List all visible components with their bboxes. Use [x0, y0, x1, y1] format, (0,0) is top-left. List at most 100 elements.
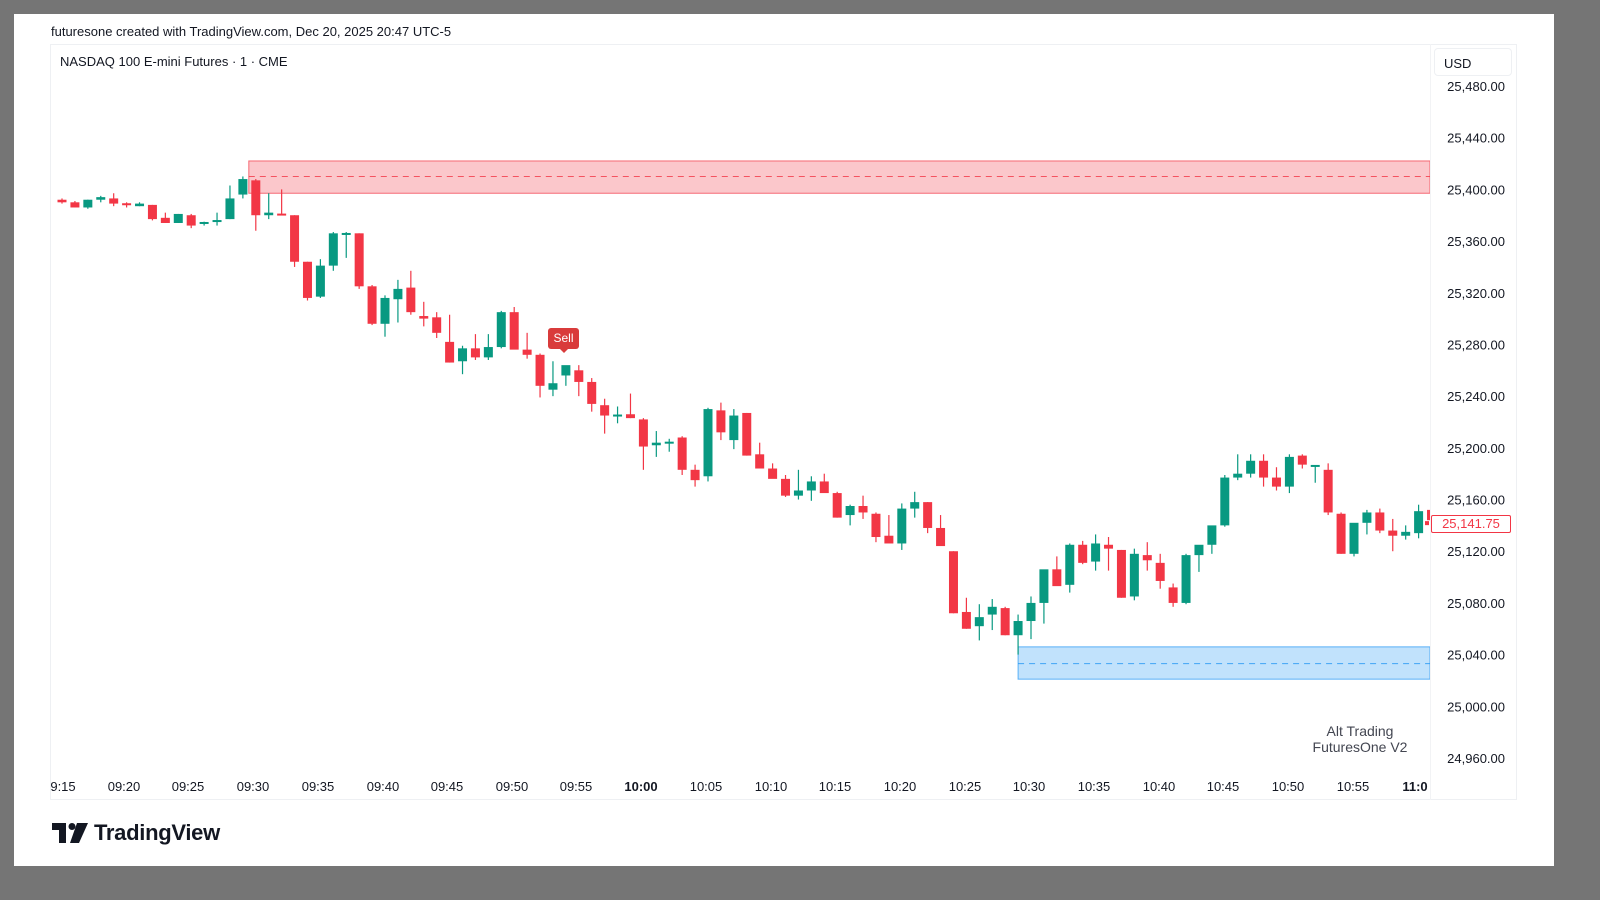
candle	[1310, 464, 1320, 483]
candle	[651, 431, 661, 457]
candle	[1065, 543, 1075, 593]
candle	[1427, 509, 1430, 521]
time-tick-label: 11:0	[1402, 779, 1427, 794]
candle	[470, 334, 480, 360]
candle	[819, 473, 829, 494]
candle	[1362, 509, 1372, 535]
time-tick-label: 10:50	[1272, 779, 1305, 794]
candle	[1168, 583, 1178, 607]
candle	[974, 604, 984, 641]
candle	[548, 361, 558, 397]
currency-selector[interactable]: USD	[1434, 48, 1512, 76]
demand-zone[interactable]	[1017, 646, 1430, 680]
candle	[496, 310, 506, 349]
candle	[225, 185, 235, 220]
candle	[458, 345, 468, 375]
candle	[768, 463, 778, 479]
price-tick-label: 25,320.00	[1447, 286, 1505, 301]
time-tick-label: 09:35	[302, 779, 335, 794]
candle	[302, 261, 312, 301]
candle	[1336, 512, 1346, 554]
candle	[755, 442, 765, 469]
price-tick-label: 25,400.00	[1447, 182, 1505, 197]
candle	[186, 213, 196, 229]
snapshot-caption: futuresone created with TradingView.com,…	[51, 24, 452, 39]
price-tick-label: 25,240.00	[1447, 389, 1505, 404]
candle	[251, 179, 261, 231]
price-tick-label: 25,480.00	[1447, 79, 1505, 94]
price-tick-label: 25,120.00	[1447, 544, 1505, 559]
candle	[70, 201, 80, 208]
price-tick-label: 25,280.00	[1447, 337, 1505, 352]
time-axis[interactable]: 9:15 09:20 09:25 09:30 09:35 09:40 09:45 09:50 0…	[50, 779, 1427, 794]
candle	[961, 597, 971, 629]
candle	[1078, 540, 1088, 565]
candle	[147, 204, 157, 221]
time-tick-label: 9:15	[50, 779, 75, 794]
candle	[1388, 518, 1398, 552]
time-tick-label: 10:20	[884, 779, 917, 794]
candle	[936, 515, 946, 547]
supply-zone[interactable]	[248, 160, 1430, 194]
candle	[729, 409, 739, 450]
watermark-line-1: Alt Trading	[1326, 723, 1394, 739]
tradingview-logo-icon	[52, 823, 88, 843]
candle	[561, 365, 571, 386]
time-tick-label: 10:15	[819, 779, 852, 794]
price-tick-label: 25,040.00	[1447, 648, 1505, 663]
candle	[677, 436, 687, 475]
candle	[987, 599, 997, 631]
time-tick-label: 09:30	[237, 779, 270, 794]
price-tick-label: 25,440.00	[1447, 131, 1505, 146]
candle	[1297, 454, 1307, 469]
candle	[574, 365, 584, 397]
symbol-title[interactable]: NASDAQ 100 E-mini Futures · 1 · CME	[60, 54, 288, 69]
candle	[341, 232, 351, 258]
candle	[703, 407, 713, 482]
candle	[1026, 596, 1036, 640]
candle	[212, 212, 222, 226]
candle	[238, 176, 248, 199]
plot-area[interactable]	[57, 160, 1449, 680]
candle	[832, 491, 842, 518]
candle	[1401, 525, 1411, 540]
candle	[109, 193, 119, 207]
time-tick-label: 09:20	[108, 779, 141, 794]
time-tick-label: 10:25	[949, 779, 982, 794]
candle	[1207, 525, 1217, 554]
price-tick-label: 25,160.00	[1447, 493, 1505, 508]
time-tick-label: 09:55	[560, 779, 593, 794]
price-axis-separator	[1430, 44, 1431, 800]
price-axis[interactable]: 25,480.00 25,440.00 25,400.00 25,360.00 25,3…	[1447, 79, 1505, 766]
tradingview-logo[interactable]: TradingView	[52, 820, 220, 846]
price-tick-label: 25,000.00	[1447, 699, 1505, 714]
candle	[1259, 454, 1269, 487]
chart-panel[interactable]	[50, 44, 1517, 800]
candle	[483, 334, 493, 360]
candle	[160, 212, 170, 223]
candle	[354, 233, 364, 289]
candle	[393, 279, 403, 323]
candle	[83, 199, 93, 209]
candle	[1129, 548, 1139, 601]
price-tick-label: 24,960.00	[1447, 751, 1505, 766]
candle	[742, 412, 752, 456]
last-price-marker	[1425, 521, 1429, 526]
candle	[1284, 454, 1294, 494]
candle	[910, 491, 920, 518]
time-tick-label: 10:35	[1078, 779, 1111, 794]
candle	[445, 314, 455, 363]
time-tick-label: 09:50	[496, 779, 529, 794]
candle	[871, 512, 881, 543]
price-tick-label: 25,200.00	[1447, 441, 1505, 456]
candle	[96, 195, 106, 203]
time-tick-label: 10:05	[690, 779, 723, 794]
candle	[638, 418, 648, 470]
candle	[290, 215, 300, 267]
candle	[858, 495, 868, 519]
time-tick-label: 09:25	[172, 779, 205, 794]
time-tick-label: 10:55	[1337, 779, 1370, 794]
candle	[277, 189, 287, 216]
candle	[1000, 606, 1010, 636]
